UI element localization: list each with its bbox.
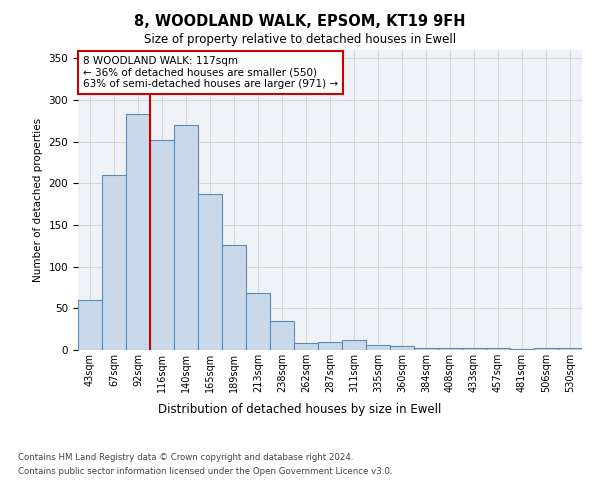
Text: Distribution of detached houses by size in Ewell: Distribution of detached houses by size … — [158, 402, 442, 415]
Bar — [390, 346, 414, 350]
Y-axis label: Number of detached properties: Number of detached properties — [33, 118, 43, 282]
Bar — [78, 300, 102, 350]
Bar — [510, 349, 534, 350]
Bar — [486, 348, 510, 350]
Bar — [342, 340, 366, 350]
Bar — [462, 348, 486, 350]
Text: 8, WOODLAND WALK, EPSOM, KT19 9FH: 8, WOODLAND WALK, EPSOM, KT19 9FH — [134, 14, 466, 29]
Bar — [126, 114, 150, 350]
Bar — [150, 140, 174, 350]
Bar — [270, 321, 294, 350]
Bar — [318, 342, 342, 350]
Bar — [558, 348, 582, 350]
Bar — [246, 294, 270, 350]
Text: Contains public sector information licensed under the Open Government Licence v3: Contains public sector information licen… — [18, 467, 392, 476]
Bar — [198, 194, 222, 350]
Text: 8 WOODLAND WALK: 117sqm
← 36% of detached houses are smaller (550)
63% of semi-d: 8 WOODLAND WALK: 117sqm ← 36% of detache… — [83, 56, 338, 89]
Bar — [174, 125, 198, 350]
Bar — [414, 348, 438, 350]
Bar — [366, 345, 390, 350]
Text: Contains HM Land Registry data © Crown copyright and database right 2024.: Contains HM Land Registry data © Crown c… — [18, 454, 353, 462]
Bar — [222, 245, 246, 350]
Bar — [294, 342, 318, 350]
Bar — [438, 348, 462, 350]
Bar — [534, 348, 558, 350]
Text: Size of property relative to detached houses in Ewell: Size of property relative to detached ho… — [144, 32, 456, 46]
Bar — [102, 175, 126, 350]
